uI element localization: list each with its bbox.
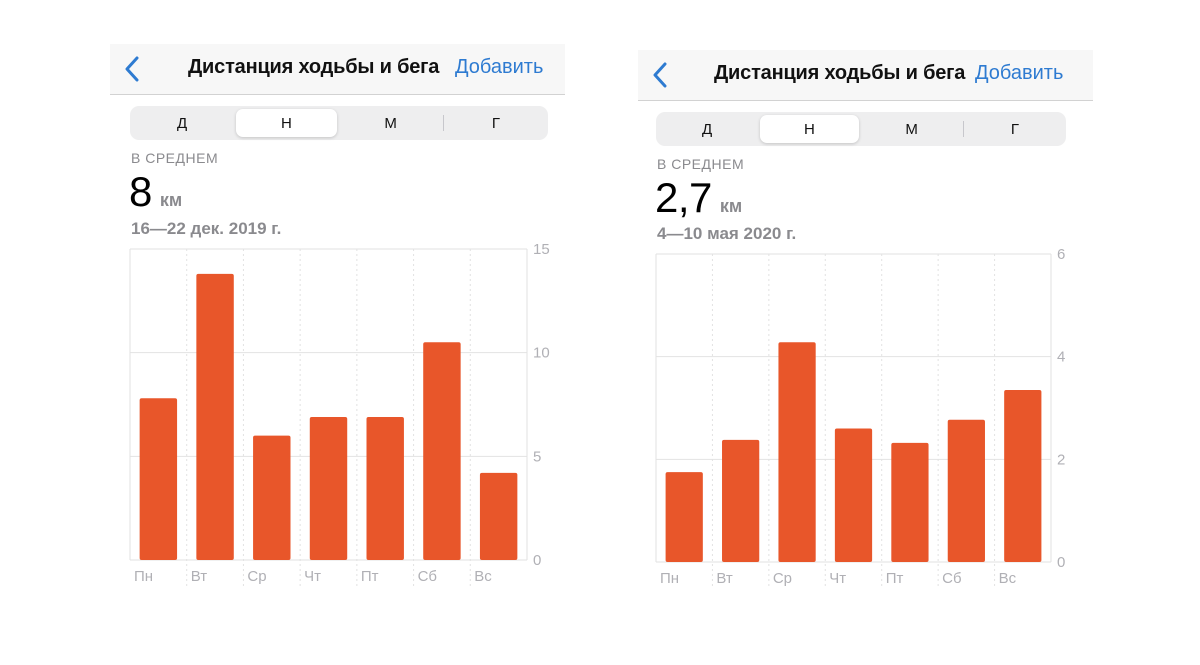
x-tick-label: Ср — [247, 568, 266, 585]
segment-year[interactable]: Г — [491, 114, 500, 132]
x-tick-label: Вс — [474, 568, 492, 585]
date-range: 4—10 мая 2020 г. — [657, 224, 797, 243]
y-tick-label: 15 — [533, 241, 550, 258]
bar — [1004, 390, 1042, 562]
segment-divider — [962, 121, 964, 137]
add-button[interactable]: Добавить — [975, 62, 1064, 84]
bar — [947, 419, 985, 562]
x-tick-label: Вт — [191, 568, 208, 585]
bar — [253, 435, 291, 560]
segment-year[interactable]: Г — [1010, 120, 1019, 138]
date-range: 16—22 дек. 2019 г. — [131, 219, 282, 238]
x-tick-label: Чт — [829, 570, 846, 587]
segment-divider — [442, 115, 444, 131]
y-tick-label: 2 — [1057, 451, 1065, 468]
bar — [665, 472, 703, 562]
x-tick-label: Ср — [773, 570, 792, 587]
bar — [891, 442, 929, 562]
y-tick-label: 0 — [1057, 554, 1065, 571]
period-segmented-control: Д Н М Г — [656, 112, 1066, 146]
x-tick-label: Пн — [660, 570, 679, 587]
y-tick-label: 5 — [533, 448, 541, 465]
average-unit: км — [719, 196, 743, 216]
y-tick-label: 0 — [533, 552, 541, 569]
x-tick-label: Вт — [716, 570, 733, 587]
y-tick-label: 10 — [533, 345, 550, 362]
y-tick-label: 6 — [1057, 246, 1065, 263]
chevron-left-icon[interactable] — [646, 58, 674, 92]
bar — [139, 398, 178, 560]
period-segmented-control: Д Н М Г — [130, 106, 548, 140]
left-panel: Дистанция ходьбы и бега Добавить Д Н М Г… — [110, 44, 565, 604]
bar — [834, 428, 873, 562]
average-value: 8 — [129, 168, 152, 215]
x-tick-label: Пт — [361, 568, 379, 585]
bar — [479, 472, 518, 560]
y-tick-label: 4 — [1057, 349, 1065, 366]
bar — [722, 439, 760, 562]
segment-week[interactable]: Н — [760, 115, 859, 143]
distance-bar-chart: 0 2 4 6 Пн Вт Ср Чт Пт Сб Вс — [655, 246, 1065, 588]
bar — [778, 342, 816, 562]
segment-week[interactable]: Н — [236, 109, 337, 137]
average-unit: км — [159, 190, 183, 210]
x-tick-label: Сб — [418, 568, 437, 585]
average-value-row: 2,7 км — [655, 174, 742, 222]
page-title: Дистанция ходьбы и бега — [714, 62, 966, 84]
add-button[interactable]: Добавить — [455, 56, 544, 78]
bar — [196, 273, 234, 560]
segment-month[interactable]: М — [384, 114, 397, 132]
segment-day[interactable]: Д — [177, 114, 188, 132]
chevron-left-icon[interactable] — [118, 52, 146, 86]
page-title: Дистанция ходьбы и бега — [188, 56, 440, 78]
bar — [366, 416, 404, 560]
x-tick-label: Пт — [886, 570, 904, 587]
bar — [423, 342, 461, 560]
right-panel: Дистанция ходьбы и бега Добавить Д Н М Г… — [638, 50, 1093, 610]
navigation-bar: Дистанция ходьбы и бега Добавить — [638, 50, 1093, 101]
segment-day[interactable]: Д — [702, 120, 713, 138]
bar — [309, 416, 348, 560]
average-label: В СРЕДНЕМ — [131, 150, 219, 166]
x-tick-label: Сб — [942, 570, 961, 587]
x-tick-label: Чт — [304, 568, 321, 585]
x-tick-label: Пн — [134, 568, 153, 585]
average-value-row: 8 км — [129, 168, 182, 216]
average-label: В СРЕДНЕМ — [657, 156, 745, 172]
segment-month[interactable]: М — [905, 120, 918, 138]
x-tick-label: Вс — [999, 570, 1017, 587]
distance-bar-chart: 0 5 10 15 Пн Вт Ср Чт Пт Сб Вс — [129, 241, 550, 586]
average-value: 2,7 — [655, 174, 712, 221]
navigation-bar: Дистанция ходьбы и бега Добавить — [110, 44, 565, 95]
